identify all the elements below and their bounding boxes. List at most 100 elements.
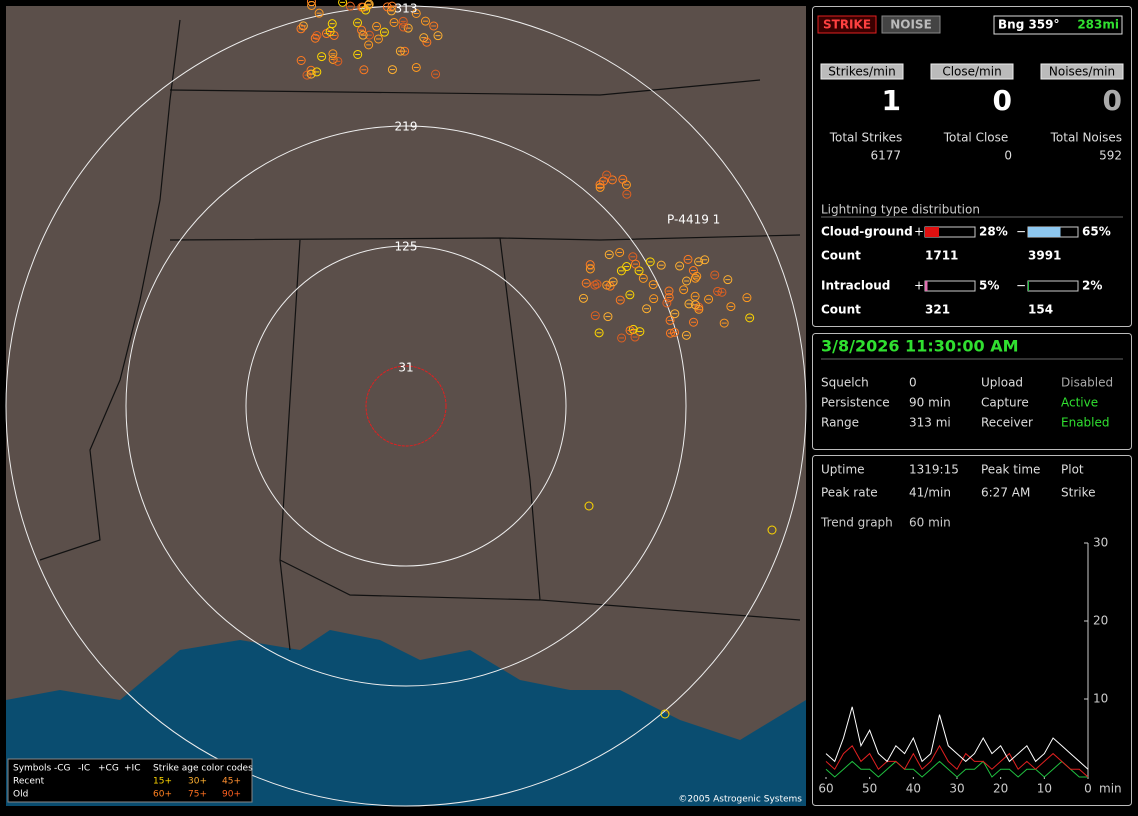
pct-label: 65%	[1082, 225, 1111, 239]
rate-value: 1	[882, 84, 901, 117]
clock-field: Upload	[981, 376, 1023, 390]
stat-field: 1319:15	[909, 463, 959, 477]
stat-field: Strike	[1061, 486, 1096, 500]
strike-symbol	[682, 276, 692, 286]
rate-label: Strikes/min	[828, 65, 895, 79]
pct-bar	[1028, 281, 1029, 291]
y-tick-label: 30	[1093, 536, 1108, 550]
strike-symbol	[333, 56, 343, 66]
panel-status: STRIKE NOISE Bng 359° 283mi Lightning ty…	[812, 6, 1132, 327]
strike-symbol	[382, 2, 392, 12]
x-tick-label: 0	[1084, 782, 1092, 796]
strike-symbol	[713, 286, 723, 296]
strike-symbol	[745, 313, 755, 323]
strike-symbol	[625, 325, 635, 335]
ring-label: 31	[398, 361, 413, 375]
legend-type: -CG	[54, 764, 71, 774]
clock-field: 90 min	[909, 396, 951, 410]
strike-symbol	[357, 25, 367, 35]
strike-symbol	[585, 264, 595, 274]
strike-symbol	[358, 30, 368, 40]
strike-symbol	[359, 65, 369, 75]
ring-label: 219	[395, 120, 418, 134]
stat-label: Trend graph	[820, 516, 893, 530]
sign: +	[914, 279, 924, 293]
x-tick-label: 30	[949, 782, 964, 796]
strike-symbol	[675, 261, 685, 271]
x-tick-label: 40	[906, 782, 921, 796]
strike-symbol	[690, 273, 700, 283]
noise-button[interactable]	[881, 15, 941, 34]
count: 3991	[1028, 249, 1061, 263]
pct-bar	[1028, 227, 1061, 237]
strike-symbol	[690, 291, 700, 301]
strike-symbol	[328, 54, 338, 64]
strike-symbol	[625, 290, 635, 300]
legend-age: 60+	[153, 790, 172, 800]
clock-field: Active	[1061, 396, 1098, 410]
strike-symbol	[692, 271, 702, 281]
box	[812, 6, 1132, 327]
legend-age: 75+	[188, 790, 207, 800]
strike-symbol	[328, 49, 338, 59]
strike-symbol	[719, 318, 729, 328]
strike-symbol	[592, 279, 602, 289]
strike-symbol	[656, 260, 666, 270]
strike-symbol	[429, 21, 439, 31]
strike-symbol	[590, 280, 600, 290]
pct-frame	[924, 280, 976, 292]
strike-symbol	[372, 21, 382, 31]
strike-symbol	[581, 278, 591, 288]
map: 31 125 219 313 P-4419 1 Symbols -CG -IC …	[5, 0, 807, 807]
clock-field: 0	[909, 376, 917, 390]
clock-field: 313 mi	[909, 416, 951, 430]
strike-symbol	[648, 280, 658, 290]
strike-text: STRIKE	[823, 18, 871, 32]
strike-symbol	[603, 312, 613, 322]
strike-symbol	[312, 31, 322, 41]
strike-symbol	[704, 294, 714, 304]
clock-field: Disabled	[1061, 376, 1113, 390]
pct-label: 5%	[979, 279, 999, 293]
rate-button	[1040, 63, 1124, 80]
strike-symbol	[302, 70, 312, 80]
strike-symbol	[296, 24, 306, 34]
strike-symbol	[649, 294, 659, 304]
clock-field: Enabled	[1061, 416, 1110, 430]
strike-symbol	[665, 328, 675, 338]
strike-symbol	[602, 170, 612, 180]
x-tick-label: 20	[993, 782, 1008, 796]
strike-symbol	[694, 304, 704, 314]
clock-field: Persistence	[821, 396, 890, 410]
strike-symbol	[420, 16, 430, 26]
copyright: ©2005 Astrogenic Systems	[678, 795, 802, 805]
strike-symbol	[403, 23, 413, 33]
stat-field: Peak rate	[821, 486, 878, 500]
marker-label: P-4419 1	[667, 213, 720, 227]
count: 154	[1028, 303, 1053, 317]
strike-symbol	[296, 56, 306, 66]
total-label: Total Close	[943, 131, 1009, 145]
strike-symbol	[726, 302, 736, 312]
strike-symbol	[317, 52, 327, 62]
rate-button	[930, 63, 1014, 80]
pct-label: 2%	[1082, 279, 1102, 293]
strike-symbol	[363, 0, 373, 10]
close-ring	[365, 365, 447, 447]
legend-age-title: Strike age color codes	[153, 764, 253, 774]
strike-symbol	[665, 315, 675, 325]
strike-symbol	[717, 287, 727, 297]
strike-symbol	[364, 0, 374, 9]
strike-symbol	[584, 501, 594, 511]
trend-line	[825, 706, 1089, 770]
box	[812, 333, 1132, 450]
stat-field: Peak time	[981, 463, 1040, 477]
legend	[7, 758, 253, 803]
distance: 283mi	[1077, 18, 1119, 32]
strike-button[interactable]	[817, 15, 877, 34]
datetime: 3/8/2026 11:30:00 AM	[821, 337, 1019, 356]
y-tick-label: 10	[1093, 692, 1108, 706]
strike-symbol	[387, 65, 397, 75]
trend-line	[825, 760, 1088, 778]
